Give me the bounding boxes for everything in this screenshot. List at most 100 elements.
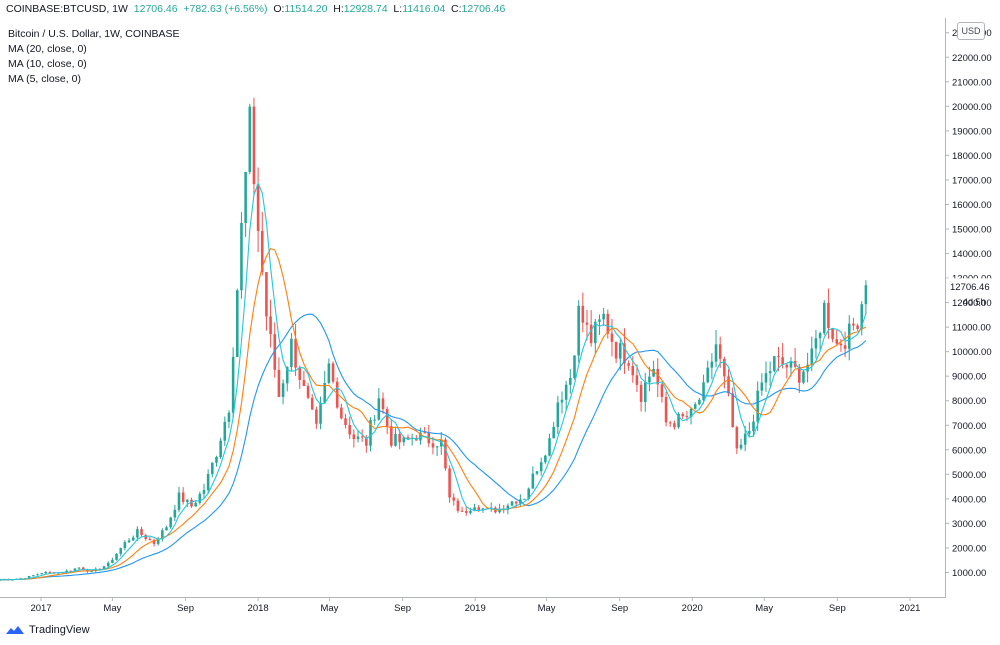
- legend-ma10[interactable]: MA (10, close, 0): [8, 58, 87, 70]
- candle: [668, 420, 672, 427]
- candle: [660, 382, 664, 403]
- candle: [448, 465, 451, 503]
- candle-body: [473, 507, 476, 511]
- price-tick-label: 20000.00: [952, 102, 992, 113]
- price-tick-label: 10000.00: [952, 347, 992, 358]
- candle: [410, 433, 414, 446]
- candle-body: [573, 355, 576, 378]
- candle: [319, 396, 322, 430]
- candle-body: [360, 436, 364, 438]
- candle-body: [406, 437, 410, 439]
- candle: [260, 211, 264, 276]
- candle-body: [294, 338, 297, 368]
- candle: [735, 425, 739, 455]
- candle: [294, 324, 297, 376]
- currency-badge[interactable]: USD: [957, 22, 985, 40]
- candle-body: [169, 517, 172, 528]
- candle: [252, 97, 256, 195]
- series-title[interactable]: Bitcoin / U.S. Dollar, 1W, COINBASE: [8, 28, 180, 40]
- candle: [456, 498, 460, 513]
- candle-body: [847, 323, 851, 349]
- candle-body: [369, 419, 372, 446]
- candle-body: [331, 363, 335, 382]
- candle-body: [115, 553, 118, 560]
- candle: [785, 363, 789, 379]
- open-label: O:: [273, 3, 285, 15]
- candle-body: [610, 333, 614, 342]
- candle-body: [768, 371, 772, 374]
- candle: [415, 434, 418, 441]
- candle-body: [215, 456, 218, 463]
- candle-body: [643, 382, 647, 402]
- price-change: +782.63 (+6.56%): [183, 3, 268, 15]
- candle-body: [348, 425, 351, 435]
- candle-body: [810, 348, 814, 365]
- candle-body: [290, 338, 293, 368]
- candle: [231, 347, 235, 419]
- legend-ma20[interactable]: MA (20, close, 0): [8, 43, 87, 55]
- candle: [215, 455, 218, 467]
- candle-body: [585, 322, 589, 325]
- candle: [806, 352, 809, 383]
- candle: [406, 434, 410, 439]
- candle: [77, 567, 81, 570]
- candle-body: [444, 439, 447, 469]
- candle-body: [198, 493, 202, 503]
- time-axis[interactable]: 2017 May Sep 2018 May Sep 2019 May Sep 2020 May Sep…: [30, 597, 920, 614]
- candle-body: [660, 384, 664, 397]
- candle-body: [0, 579, 2, 581]
- legend-ma5[interactable]: MA (5, close, 0): [8, 73, 81, 85]
- candle: [427, 424, 431, 448]
- candle: [306, 382, 310, 400]
- candle-body: [781, 357, 784, 365]
- candle-body: [306, 385, 310, 398]
- candle: [381, 392, 385, 414]
- candle-body: [677, 414, 680, 428]
- candle-body: [319, 402, 322, 424]
- candle-body: [136, 529, 139, 538]
- candle: [606, 309, 610, 339]
- candle: [677, 412, 680, 429]
- candle: [394, 426, 397, 447]
- candle: [115, 552, 118, 561]
- candle: [211, 462, 214, 478]
- candle: [514, 501, 518, 508]
- price-axis[interactable]: 1000.00 2000.00 3000.00 4000.00 5000.00 6000.…: [945, 28, 992, 579]
- candle: [760, 373, 764, 396]
- candle-body: [577, 305, 580, 356]
- candle-body: [531, 473, 535, 489]
- candle-body: [106, 562, 110, 567]
- candle-body: [843, 345, 847, 349]
- moving-averages-layer: [0, 181, 867, 581]
- time-tick-label: Sep: [177, 603, 194, 614]
- candle: [710, 353, 714, 380]
- time-tick-label: May: [538, 603, 556, 614]
- candle: [648, 366, 651, 392]
- candle-body: [623, 343, 626, 364]
- symbol-label[interactable]: COINBASE:BTCUSD, 1W: [6, 3, 128, 15]
- candle-body: [714, 344, 718, 362]
- candle: [256, 167, 260, 253]
- candle: [544, 454, 547, 465]
- low-label: L:: [393, 3, 403, 15]
- candle: [194, 501, 197, 507]
- candle-body: [377, 398, 381, 420]
- candle: [643, 372, 647, 412]
- candle-body: [756, 390, 759, 422]
- candle-body: [689, 408, 693, 418]
- candle-body: [265, 272, 268, 317]
- candle-body: [594, 321, 597, 344]
- candle-body: [256, 184, 260, 232]
- candle: [402, 436, 406, 446]
- candle-body: [656, 368, 660, 385]
- candle: [173, 504, 177, 522]
- candle: [356, 430, 360, 443]
- tradingview-logo[interactable]: TradingView: [5, 624, 90, 636]
- candle: [556, 395, 560, 435]
- candle: [435, 445, 439, 457]
- price-tick-label: 21000.00: [952, 77, 992, 88]
- bar-countdown: 4d 5h: [963, 297, 986, 307]
- candle-body: [764, 373, 768, 383]
- candle-body: [535, 471, 539, 474]
